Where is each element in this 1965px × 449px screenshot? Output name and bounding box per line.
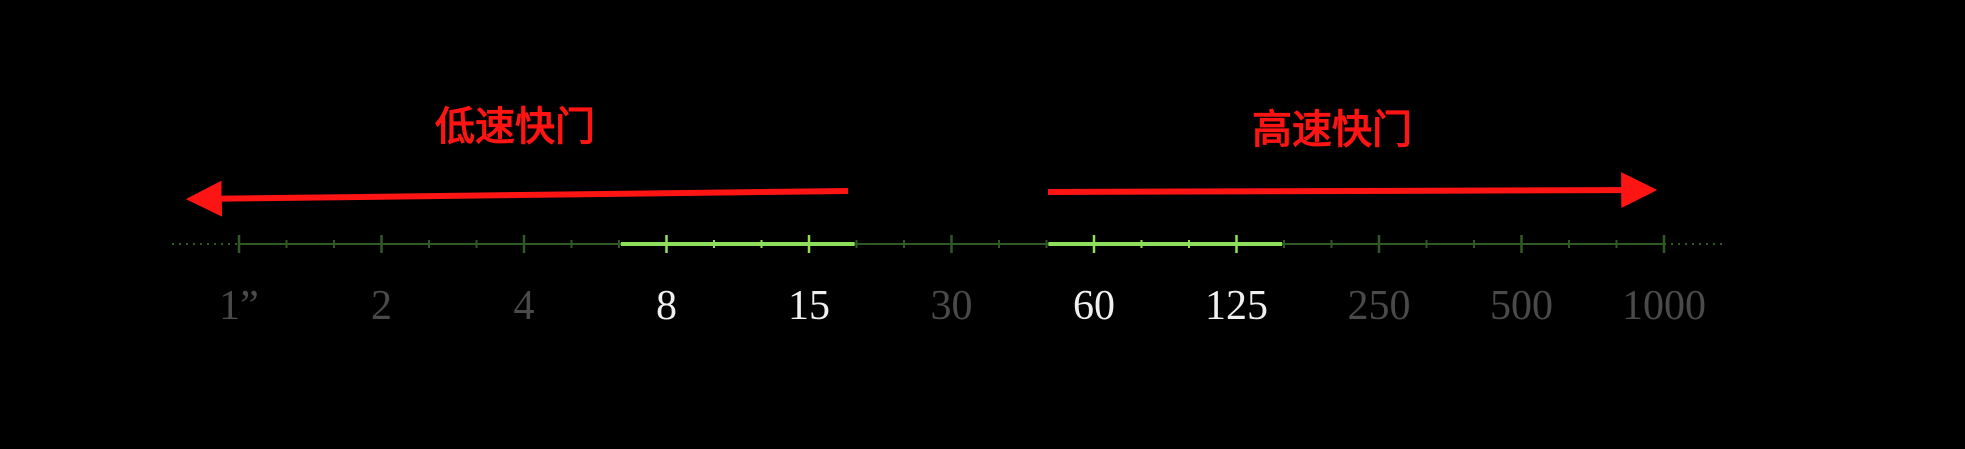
tick-label: 250 <box>1348 283 1411 329</box>
slow-shutter-arrow <box>185 180 849 217</box>
tick-label: 15 <box>788 283 830 329</box>
scale-labels: 1” 2 4 8 15 30 60 125 250 500 1000 <box>219 283 1706 329</box>
tick-label: 30 <box>931 283 973 329</box>
tick-label: 2 <box>371 283 392 329</box>
tick-label: 1000 <box>1622 283 1706 329</box>
fast-shutter-label: 高速快门 <box>1252 107 1412 153</box>
tick-label: 8 <box>656 283 677 329</box>
tick-label: 125 <box>1205 283 1268 329</box>
tick-label: 4 <box>514 283 535 329</box>
slow-shutter-label: 低速快门 <box>435 104 595 150</box>
tick-label: 500 <box>1490 283 1553 329</box>
tick-label: 1” <box>219 283 259 329</box>
fast-shutter-arrow <box>1047 172 1658 209</box>
scale-ticks <box>237 235 1666 253</box>
tick-label: 60 <box>1073 283 1115 329</box>
